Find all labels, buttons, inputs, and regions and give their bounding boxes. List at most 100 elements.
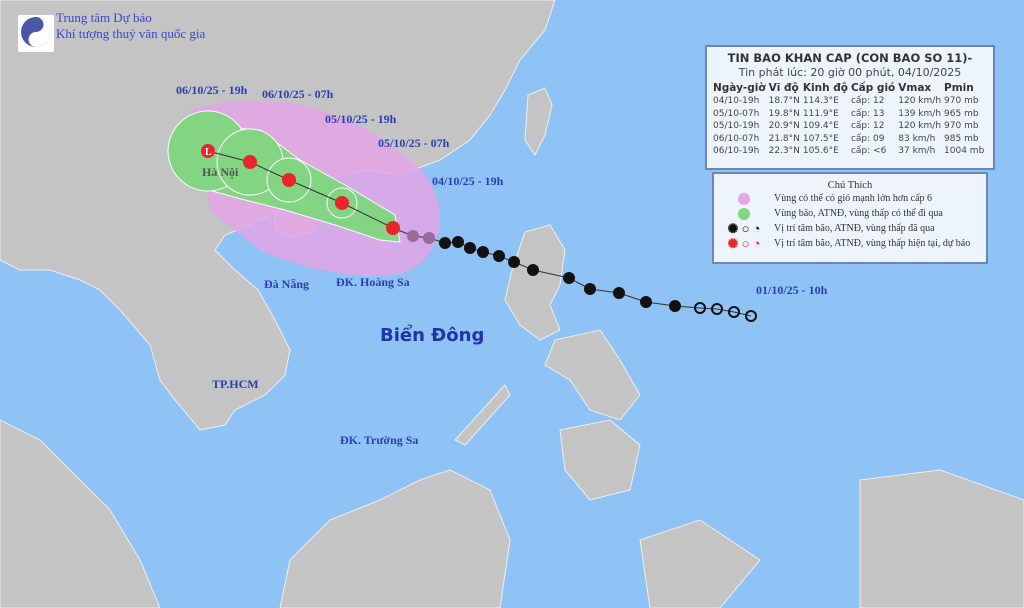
palawan (454, 384, 511, 446)
label-time: 04/10/25 - 19h (432, 174, 504, 188)
forecast-storm-marker (243, 155, 257, 169)
new-guinea (859, 469, 1024, 608)
legend-item: ✺ ○ ◔ Vị trí tâm bão, ATNĐ, vùng thấp đã … (714, 221, 986, 236)
label-hanoi: Hà Nội (202, 165, 239, 179)
past-low-marker (745, 310, 757, 322)
org-line2: Khí tượng thuỷ văn quốc gia (56, 26, 206, 41)
past-storm-marker (584, 283, 596, 295)
label-time: 01/10/25 - 10h (756, 283, 828, 297)
malay-peninsula (0, 419, 161, 608)
legend-label: Vị trí tâm bão, ATNĐ, vùng thấp hiện tại… (774, 238, 971, 249)
table-row: 05/10-07h 19.8°N 111.9°E cấp: 13 139 km/h 965… (713, 108, 987, 121)
legend-label: Vùng có thể có gió mạnh lớn hơn cấp 6 (774, 193, 933, 204)
table-row: 04/10-19h 18.7°N 114.3°E cấp: 12 120 km/h 970… (713, 95, 987, 108)
forecast-position-icons: ✺ ○ ◔ (727, 235, 761, 251)
table-cell: 120 km/h (898, 121, 942, 132)
org-name: Trung tâm Dự báo Khí tượng thuỷ văn quốc… (56, 10, 205, 42)
label-time: 05/10/25 - 19h (325, 112, 397, 126)
table-cell: 22.3°N (768, 146, 800, 157)
forecast-table: Ngày-giờ Vĩ độ Kinh độ Cấp gió Vmax Pmin 04/1… (713, 82, 987, 158)
past-storm-marker (669, 300, 681, 312)
column-header: Vmax (898, 82, 932, 94)
low-pressure-icon: L (205, 147, 212, 158)
legend-item: ✺ ○ ◔ Vị trí tâm bão, ATNĐ, vùng thấp hiệ… (714, 236, 986, 251)
table-row: 06/10-07h 21.8°N 107.5°E cấp: 09 83 km/h 985 … (713, 133, 987, 146)
forecast-storm-marker (201, 144, 215, 158)
table-cell: 20.9°N (768, 121, 800, 132)
table-cell: 04/10-19h (713, 96, 760, 107)
table-cell: 06/10-19h (713, 146, 760, 157)
past-storm-marker (563, 272, 575, 284)
table-cell: 05/10-07h (713, 108, 760, 119)
storm-zone-swatch (738, 207, 750, 220)
org-line1: Trung tâm Dự báo (56, 10, 152, 25)
table-cell: 107.5°E (802, 133, 839, 144)
table-cell: cấp: 12 (850, 121, 885, 132)
table-row: 05/10-19h 20.9°N 109.4°E cấp: 12 120 km/h 970… (713, 120, 987, 133)
mindanao (559, 419, 641, 501)
bulletin-title: TIN BAO KHAN CAP (CON BAO SO 11)- (727, 51, 973, 65)
past-storm-marker (464, 242, 476, 254)
label-hoangsa: ĐK. Hoàng Sa (336, 275, 410, 289)
table-cell: cấp: 09 (850, 133, 885, 144)
table-cell: 970 mb (944, 96, 979, 107)
label-time: 05/10/25 - 07h (378, 136, 450, 150)
label-sea: Biển Đông (380, 325, 485, 346)
bulletin-box: TIN BAO KHAN CAP (CON BAO SO 11)- Tin ph… (705, 45, 995, 170)
column-header: Pmin (944, 82, 974, 94)
table-cell: 21.8°N (768, 133, 800, 144)
forecast-storm-marker (282, 173, 296, 187)
past-storm-marker (493, 250, 505, 262)
visayas (544, 329, 641, 421)
legend-item: Vùng bão, ATNĐ, vùng thấp có thể đi qua (714, 206, 986, 221)
past-storm-marker (423, 232, 435, 244)
table-cell: 37 km/h (898, 146, 936, 157)
table-cell: 139 km/h (898, 108, 942, 119)
table-row: 06/10-19h 22.3°N 105.6°E cấp: <6 37 km/h 1004… (713, 145, 987, 158)
table-cell: 120 km/h (898, 96, 942, 107)
label-truongsa: ĐK. Trường Sa (340, 433, 419, 447)
current-storm-marker (386, 221, 400, 235)
legend-title: Chú Thích (827, 180, 873, 191)
label-danang: Đà Nẵng (264, 277, 310, 291)
past-low-marker (694, 302, 706, 314)
table-cell: 19.8°N (768, 108, 800, 119)
column-header: Cấp gió (850, 82, 896, 94)
column-header: Vĩ độ (768, 82, 799, 94)
legend-label: Vùng bão, ATNĐ, vùng thấp có thể đi qua (774, 208, 943, 219)
table-cell: 1004 mb (944, 146, 985, 157)
legend-box: Chú Thích Vùng có thể có gió mạnh lớn hơ… (712, 172, 988, 264)
legend-item: Vùng có thể có gió mạnh lớn hơn cấp 6 (714, 191, 986, 206)
table-cell: cấp: <6 (850, 146, 887, 157)
past-storm-marker (407, 230, 419, 242)
table-cell: 985 mb (944, 133, 979, 144)
wind-zone-swatch (738, 192, 750, 205)
past-storm-marker (439, 237, 451, 249)
table-cell: 114.3°E (802, 96, 839, 107)
label-time: 06/10/25 - 07h (262, 87, 334, 101)
past-storm-marker (527, 264, 539, 276)
past-storm-marker (613, 287, 625, 299)
past-storm-marker (640, 296, 652, 308)
table-cell: 970 mb (944, 121, 979, 132)
table-cell: 109.4°E (802, 121, 839, 132)
table-cell: cấp: 12 (850, 96, 885, 107)
label-time: 06/10/25 - 19h (176, 83, 248, 97)
table-cell: 111.9°E (802, 108, 839, 119)
column-header: Kinh độ (802, 82, 848, 94)
taiwan (524, 87, 553, 156)
mainland-asia (0, 0, 556, 431)
table-header: Ngày-giờ Vĩ độ Kinh độ Cấp gió Vmax Pmin (713, 82, 987, 95)
label-hcm: TP.HCM (212, 377, 259, 391)
past-storm-marker (452, 236, 464, 248)
legend-label: Vị trí tâm bão, ATNĐ, vùng thấp đã qua (774, 223, 935, 234)
forecast-storm-marker (335, 196, 349, 210)
nchmf-logo (18, 15, 54, 52)
table-cell: cấp: 13 (850, 108, 885, 119)
table-cell: 83 km/h (898, 133, 936, 144)
table-cell: 965 mb (944, 108, 979, 119)
past-position-icons: ✺ ○ ◔ (727, 220, 761, 236)
luzon (504, 224, 566, 341)
